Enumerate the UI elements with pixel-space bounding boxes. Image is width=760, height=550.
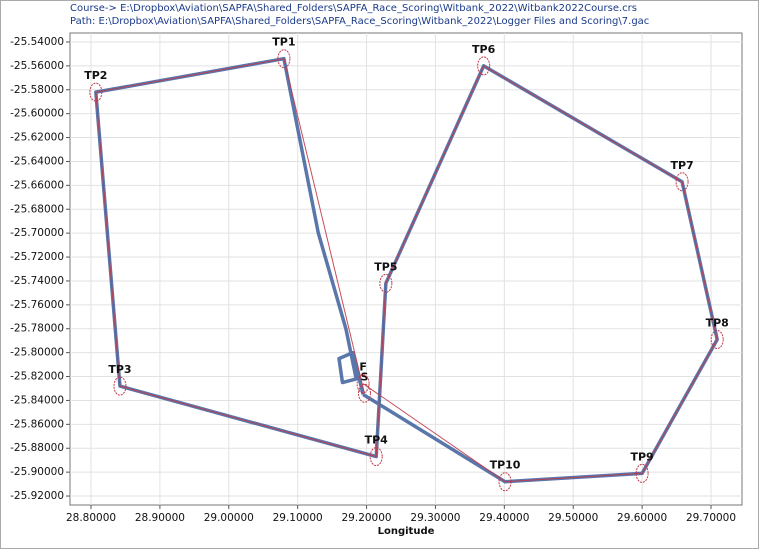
turnpoint-marker xyxy=(477,56,491,76)
chart-title: Course-> E:\Dropbox\Aviation\SAPFA\Share… xyxy=(70,3,637,14)
y-tick-label: -25.82000 xyxy=(10,371,64,383)
turnpoint-marker xyxy=(635,463,649,483)
y-tick-label: -25.74000 xyxy=(10,275,64,287)
y-tick-label: -25.90000 xyxy=(10,466,64,478)
turnpoint-marker xyxy=(379,273,393,293)
x-tick-label: 29.30000 xyxy=(410,512,460,524)
x-tick-label: 29.50000 xyxy=(548,512,598,524)
y-tick-label: -25.92000 xyxy=(10,490,64,502)
turnpoint-marker xyxy=(710,330,724,350)
x-tick-label: 28.80000 xyxy=(66,512,116,524)
turnpoint-label: F xyxy=(359,361,367,374)
turnpoint-label: TP6 xyxy=(472,43,496,56)
turnpoint-marker xyxy=(498,472,512,492)
turnpoint-label: TP1 xyxy=(272,36,295,49)
y-tick-label: -25.64000 xyxy=(10,155,64,167)
turnpoint-label: S xyxy=(361,370,369,383)
y-tick-label: -25.56000 xyxy=(10,60,64,72)
y-tick-label: -25.84000 xyxy=(10,394,64,406)
plot-area xyxy=(69,32,743,506)
y-tick-label: -25.86000 xyxy=(10,418,64,430)
turnpoint-label: TP7 xyxy=(670,159,693,172)
course-line xyxy=(95,58,718,483)
x-tick-label: 29.40000 xyxy=(479,512,529,524)
turnpoint-label: TP5 xyxy=(374,260,397,273)
turnpoint-marker xyxy=(356,374,370,394)
y-tick-label: -25.58000 xyxy=(10,84,64,96)
y-tick-label: -25.68000 xyxy=(10,203,64,215)
x-axis-label: Longitude xyxy=(378,526,435,537)
x-tick-label: 29.70000 xyxy=(686,512,736,524)
y-tick-label: -25.88000 xyxy=(10,442,64,454)
turnpoint-label: TP4 xyxy=(365,434,389,447)
y-tick-label: -25.70000 xyxy=(10,227,64,239)
turnpoint-label: TP2 xyxy=(84,69,107,82)
y-tick-label: -25.54000 xyxy=(10,36,64,48)
chart-subtitle: Path: E:\Dropbox\Aviation\SAPFA\Shared_F… xyxy=(70,16,649,27)
turnpoint-marker xyxy=(369,447,383,467)
turnpoint-label: TP9 xyxy=(630,450,653,463)
y-tick-label: -25.72000 xyxy=(10,251,64,263)
turnpoint-marker xyxy=(113,376,127,396)
y-tick-label: -25.80000 xyxy=(10,347,64,359)
x-tick-label: 29.10000 xyxy=(273,512,323,524)
x-tick-label: 28.90000 xyxy=(135,512,185,524)
y-tick-label: -25.76000 xyxy=(10,299,64,311)
y-tick-label: -25.62000 xyxy=(10,132,64,144)
turnpoint-marker xyxy=(357,383,371,403)
x-tick-label: 29.00000 xyxy=(204,512,254,524)
y-tick-label: -25.66000 xyxy=(10,179,64,191)
x-tick-label: 29.20000 xyxy=(342,512,392,524)
turnpoint-marker xyxy=(89,82,103,102)
turnpoint-label: TP8 xyxy=(706,317,729,330)
y-tick-label: -25.60000 xyxy=(10,108,64,120)
turnpoint-marker xyxy=(675,172,689,192)
turnpoint-marker xyxy=(277,49,291,69)
turnpoint-label: TP10 xyxy=(490,459,521,472)
x-tick-label: 29.60000 xyxy=(617,512,667,524)
y-tick-label: -25.78000 xyxy=(10,323,64,335)
turnpoint-label: TP3 xyxy=(108,363,131,376)
